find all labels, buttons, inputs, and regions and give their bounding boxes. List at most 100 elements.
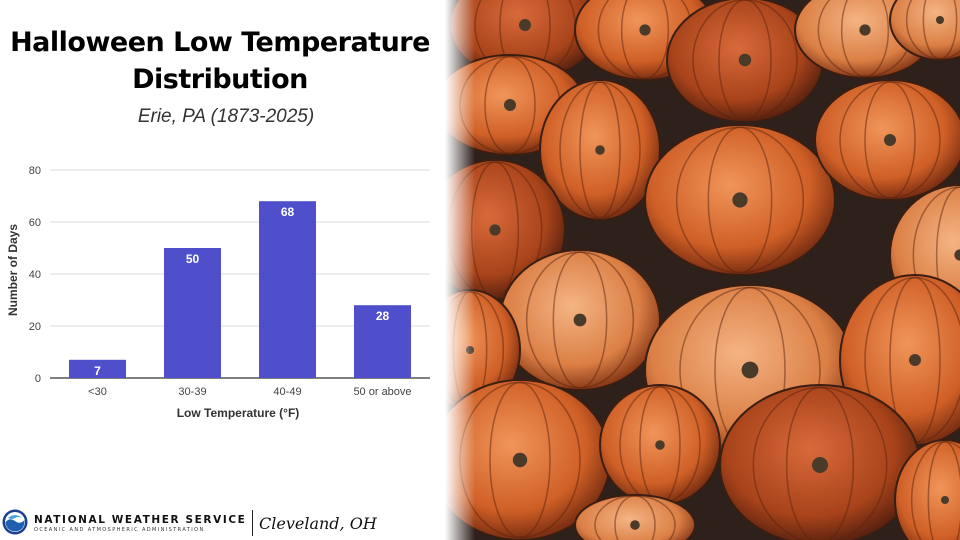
pumpkin-shape: [889, 0, 960, 61]
pumpkin-shape: [894, 439, 960, 540]
bar-data-label: 7: [94, 364, 101, 378]
bar-0: [69, 359, 126, 378]
pumpkin-rib: [785, 386, 855, 540]
pumpkin-rib: [484, 55, 536, 155]
pumpkins-photo: [445, 0, 960, 540]
pumpkin-rib: [839, 81, 941, 199]
y-tick-label: 40: [29, 269, 41, 281]
pumpkin-rib: [594, 495, 676, 540]
pumpkin-rib: [614, 495, 656, 540]
pumpkin-rib: [840, 0, 890, 78]
pumpkin-stem: [909, 354, 921, 366]
pumpkin-rib: [905, 0, 960, 60]
pumpkin-rib: [785, 386, 855, 540]
pumpkin-stem: [941, 496, 949, 504]
pumpkin-stem: [741, 361, 759, 379]
pumpkin-stem: [573, 313, 587, 327]
x-tick-label: 40-49: [273, 386, 301, 398]
pumpkin-rib: [864, 81, 916, 199]
pumpkin-rib: [620, 0, 670, 80]
bar-chart: 0 20 40 60 80 7 50 68 28 <30 30-39 40-49 50 or abo…: [6, 165, 430, 420]
pumpkin-stem: [954, 249, 960, 261]
pumpkin-stem: [732, 192, 748, 208]
chart-title-line-1: Halloween Low Temperature: [10, 27, 430, 58]
pumpkin-rib: [718, 0, 772, 121]
pumpkin-rib: [922, 0, 958, 60]
x-axis-label: Low Temperature (°F): [177, 406, 300, 420]
org-subtitle: OCEANIC AND ATMOSPHERIC ADMINISTRATION: [34, 527, 205, 533]
pumpkin-rib: [614, 495, 656, 540]
bar-data-label: 68: [281, 205, 295, 219]
pumpkin-rib: [489, 381, 551, 539]
pumpkin-rib: [922, 0, 958, 60]
pumpkin-stem: [884, 134, 896, 146]
pumpkin-stem: [595, 145, 605, 155]
pumpkin-stem: [504, 99, 516, 111]
pumpkin-rib: [559, 81, 641, 219]
pumpkin-stem: [655, 440, 665, 450]
y-tick-label: 80: [29, 165, 41, 177]
pumpkin-rib: [752, 386, 888, 540]
pumpkin-rib: [675, 126, 805, 274]
y-tick-label: 20: [29, 321, 41, 333]
x-tick-label: <30: [88, 386, 107, 398]
chart-title-line-2: Distribution: [132, 64, 308, 95]
pumpkin-rib: [692, 0, 798, 121]
bars: 7 50 68 28: [69, 201, 411, 378]
pumpkin-rib: [927, 441, 960, 540]
pumpkin-rib: [840, 0, 890, 78]
pumpkin-stem: [812, 457, 828, 473]
pumpkin-rib: [910, 441, 960, 540]
pumpkin-rib: [864, 81, 916, 199]
pumpkin-rib: [752, 386, 888, 540]
pumpkins-image: [445, 0, 960, 540]
pumpkin-rib: [552, 251, 608, 389]
pumpkin-rib: [692, 0, 798, 121]
pumpkin-rib: [912, 186, 960, 324]
pumpkin-rib: [525, 251, 635, 389]
footer-divider: [252, 510, 253, 536]
chart-title: Halloween Low Temperature Distribution: [0, 24, 440, 98]
pumpkin-rib: [839, 81, 941, 199]
pumpkin-stem: [519, 19, 531, 31]
pumpkin-rib: [910, 441, 960, 540]
pumpkin-stem: [936, 16, 944, 24]
pumpkin-rib: [707, 126, 773, 274]
x-tick-label: 30-39: [178, 386, 206, 398]
pumpkin-rib: [905, 0, 960, 60]
bar-2: [259, 201, 316, 378]
x-tick-label: 50 or above: [353, 386, 411, 398]
office-name: Cleveland, OH: [259, 514, 377, 533]
org-name: NATIONAL WEATHER SERVICE: [34, 514, 247, 526]
bar-data-label: 50: [186, 252, 200, 266]
pumpkin-rib: [594, 495, 676, 540]
pumpkin-rib: [484, 55, 536, 155]
y-axis-label: Number of Days: [6, 224, 20, 316]
noaa-logo-icon: [2, 509, 28, 535]
pumpkin-stem: [639, 24, 651, 36]
bar-3: [354, 305, 411, 378]
pumpkin-rib: [489, 381, 551, 539]
footer: NATIONAL WEATHER SERVICE OCEANIC AND ATM…: [0, 506, 445, 540]
pumpkin-rib: [707, 126, 773, 274]
pumpkin-shape: [574, 494, 696, 540]
pumpkin-rib: [927, 441, 960, 540]
y-tick-label: 60: [29, 217, 41, 229]
pumpkin-stem: [859, 24, 871, 36]
chart-subtitle: Erie, PA (1873-2025): [137, 106, 315, 127]
pumpkin-rib: [559, 81, 641, 219]
bar-1: [164, 248, 221, 378]
pumpkin-rib: [718, 0, 772, 121]
chart-panel: Halloween Low Temperature Distribution E…: [0, 0, 445, 540]
y-tick-label: 0: [35, 373, 41, 385]
x-axis-ticks: <30 30-39 40-49 50 or above: [88, 386, 411, 398]
pumpkin-rib: [912, 186, 960, 324]
pumpkin-rib: [620, 0, 670, 80]
bar-data-label: 28: [376, 309, 390, 323]
pumpkin-rib: [579, 81, 621, 219]
y-axis-ticks: 0 20 40 60 80: [29, 165, 41, 385]
pumpkin-stem: [489, 224, 501, 236]
pumpkin-stem: [512, 452, 528, 468]
pumpkin-stem: [630, 520, 640, 530]
pumpkin-stem: [738, 53, 752, 67]
